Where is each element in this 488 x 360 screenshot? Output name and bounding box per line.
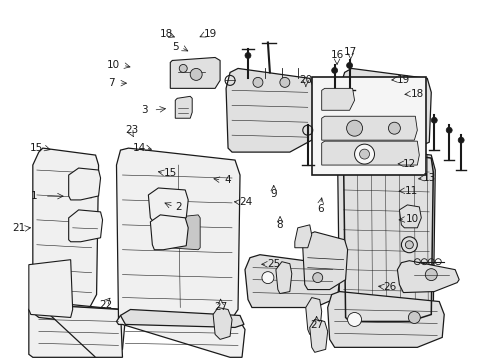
- Text: 15: 15: [163, 168, 176, 178]
- Circle shape: [446, 127, 451, 133]
- Polygon shape: [68, 168, 101, 200]
- Text: 13: 13: [422, 173, 435, 183]
- FancyBboxPatch shape: [311, 77, 426, 175]
- Circle shape: [457, 137, 463, 143]
- Circle shape: [359, 149, 369, 159]
- Polygon shape: [305, 298, 321, 334]
- Circle shape: [346, 120, 362, 136]
- Text: 18: 18: [409, 89, 423, 99]
- Polygon shape: [275, 262, 291, 293]
- Polygon shape: [170, 58, 220, 88]
- Polygon shape: [321, 116, 416, 140]
- Text: 12: 12: [402, 159, 415, 169]
- Circle shape: [401, 237, 416, 253]
- Text: 16: 16: [330, 50, 343, 60]
- Polygon shape: [120, 310, 244, 328]
- Circle shape: [347, 312, 361, 327]
- Polygon shape: [337, 145, 434, 324]
- Polygon shape: [150, 215, 188, 250]
- Text: 20: 20: [299, 75, 312, 85]
- Polygon shape: [148, 188, 188, 222]
- Text: 8: 8: [276, 220, 283, 230]
- Polygon shape: [29, 302, 125, 357]
- Circle shape: [396, 77, 406, 87]
- Circle shape: [331, 67, 337, 73]
- Polygon shape: [339, 68, 430, 152]
- Text: 2: 2: [175, 202, 182, 212]
- Circle shape: [279, 77, 289, 87]
- Text: 14: 14: [133, 143, 146, 153]
- Polygon shape: [399, 205, 421, 228]
- Text: 25: 25: [266, 259, 280, 269]
- Text: 19: 19: [396, 75, 409, 85]
- Text: 7: 7: [107, 78, 114, 88]
- Polygon shape: [33, 148, 99, 311]
- Circle shape: [190, 68, 202, 80]
- Circle shape: [407, 311, 420, 323]
- Text: 18: 18: [160, 29, 173, 39]
- Polygon shape: [29, 260, 73, 318]
- Text: 27: 27: [309, 320, 323, 330]
- Polygon shape: [225, 68, 314, 152]
- Polygon shape: [309, 319, 327, 352]
- Circle shape: [252, 77, 263, 87]
- Polygon shape: [294, 225, 311, 248]
- Circle shape: [354, 144, 374, 164]
- Polygon shape: [175, 96, 192, 118]
- Polygon shape: [397, 261, 458, 293]
- Text: 3: 3: [141, 105, 148, 115]
- Text: 4: 4: [224, 175, 230, 185]
- Circle shape: [430, 117, 436, 123]
- Text: 17: 17: [344, 46, 357, 57]
- Polygon shape: [168, 215, 200, 250]
- Text: 10: 10: [107, 60, 120, 70]
- Polygon shape: [321, 141, 419, 165]
- Circle shape: [346, 62, 352, 68]
- Polygon shape: [36, 305, 122, 357]
- Polygon shape: [116, 315, 244, 357]
- Circle shape: [362, 77, 372, 87]
- Text: 1: 1: [31, 191, 37, 201]
- Circle shape: [312, 273, 322, 283]
- Polygon shape: [321, 88, 354, 110]
- Text: 26: 26: [382, 282, 395, 292]
- Polygon shape: [29, 305, 125, 324]
- Text: 19: 19: [203, 29, 217, 39]
- Circle shape: [405, 241, 412, 249]
- Polygon shape: [327, 292, 443, 347]
- Polygon shape: [244, 255, 339, 307]
- Text: 21: 21: [12, 224, 25, 233]
- Circle shape: [262, 272, 273, 284]
- Text: 23: 23: [125, 125, 138, 135]
- Polygon shape: [302, 232, 347, 289]
- Text: 11: 11: [404, 186, 417, 196]
- Circle shape: [244, 53, 250, 58]
- Circle shape: [387, 122, 400, 134]
- Text: 15: 15: [30, 143, 43, 153]
- Polygon shape: [68, 210, 102, 242]
- Polygon shape: [116, 148, 240, 324]
- Circle shape: [179, 64, 187, 72]
- Polygon shape: [213, 307, 232, 339]
- Text: 9: 9: [270, 189, 277, 199]
- Text: 10: 10: [405, 215, 418, 224]
- Text: 24: 24: [238, 197, 252, 207]
- Text: 6: 6: [317, 204, 323, 214]
- Text: 5: 5: [172, 42, 178, 52]
- Text: 27: 27: [214, 302, 227, 312]
- Text: 22: 22: [99, 300, 112, 310]
- Circle shape: [425, 269, 436, 280]
